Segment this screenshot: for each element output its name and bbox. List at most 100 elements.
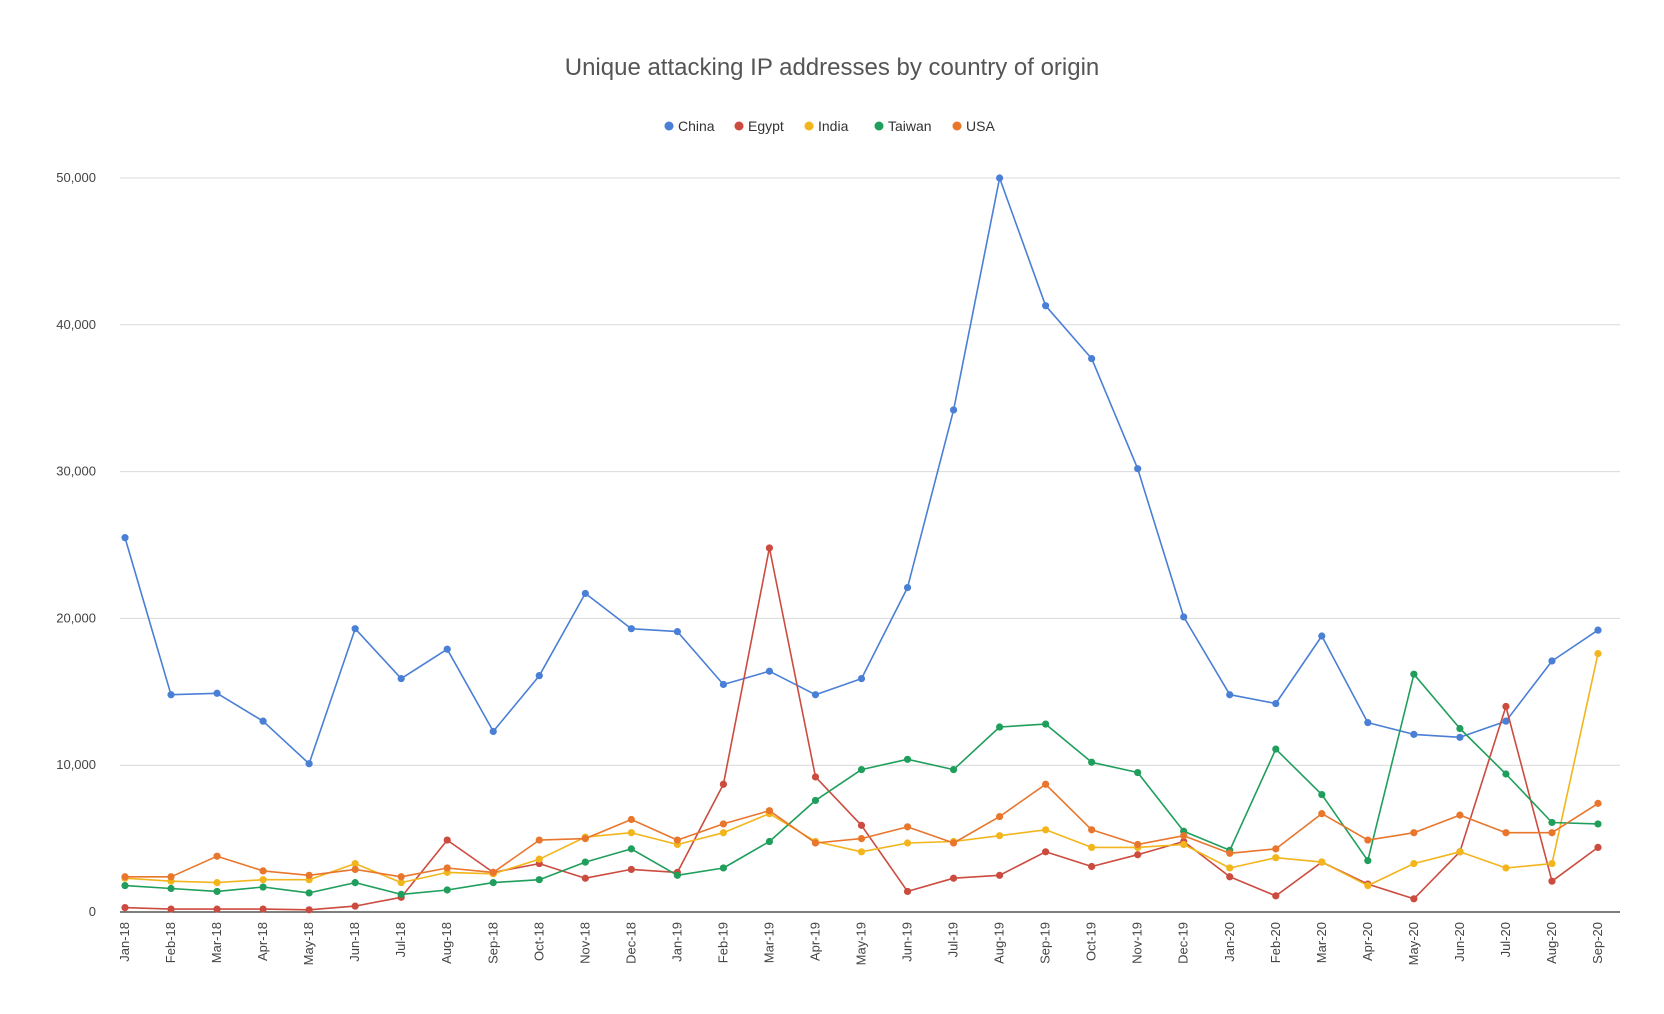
data-point-egypt bbox=[857, 821, 866, 829]
data-point-egypt bbox=[443, 836, 451, 844]
x-tick-label: Jun-18 bbox=[347, 922, 362, 962]
data-point-usa bbox=[1364, 836, 1372, 844]
data-point-taiwan bbox=[351, 879, 359, 887]
x-tick-label: May-19 bbox=[854, 922, 869, 965]
data-point-china bbox=[1088, 354, 1096, 363]
data-point-taiwan bbox=[581, 858, 589, 866]
data-point-egypt bbox=[167, 905, 175, 913]
data-point-usa bbox=[1134, 840, 1142, 849]
x-tick-label: Apr-18 bbox=[255, 922, 270, 961]
data-point-egypt bbox=[1134, 851, 1142, 859]
x-tick-label: Feb-18 bbox=[163, 922, 178, 963]
x-tick-label: Jul-18 bbox=[393, 922, 408, 957]
data-point-china bbox=[1318, 632, 1326, 640]
data-point-china bbox=[1456, 733, 1464, 741]
data-point-india bbox=[1594, 650, 1602, 658]
y-tick-label: 20,000 bbox=[56, 610, 96, 625]
data-point-usa bbox=[259, 867, 267, 875]
x-tick-label: Jan-19 bbox=[669, 922, 684, 962]
data-point-china bbox=[627, 625, 635, 633]
data-point-india bbox=[627, 829, 635, 837]
data-point-taiwan bbox=[1456, 724, 1464, 733]
chart-title: Unique attacking IP addresses by country… bbox=[565, 54, 1100, 81]
x-tick-label: Dec-18 bbox=[623, 922, 638, 964]
data-point-egypt bbox=[765, 544, 774, 552]
data-point-usa bbox=[121, 873, 129, 881]
data-point-usa bbox=[627, 815, 635, 824]
data-point-usa bbox=[535, 836, 543, 844]
y-tick-label: 30,000 bbox=[56, 464, 96, 479]
data-point-usa bbox=[903, 823, 912, 831]
data-point-usa bbox=[397, 873, 405, 881]
data-point-china bbox=[167, 691, 175, 699]
legend-label-usa: USA bbox=[966, 118, 995, 134]
gridlines bbox=[120, 177, 1620, 766]
x-tick-label: Jan-20 bbox=[1222, 922, 1237, 962]
x-tick-label: Oct-18 bbox=[531, 922, 546, 961]
data-point-usa bbox=[1318, 810, 1326, 818]
data-point-india bbox=[535, 855, 543, 863]
data-point-egypt bbox=[1042, 848, 1050, 856]
data-point-usa bbox=[351, 865, 359, 874]
data-point-egypt bbox=[811, 773, 820, 781]
x-tick-label: Aug-18 bbox=[439, 922, 454, 964]
data-point-china bbox=[351, 625, 359, 633]
data-point-taiwan bbox=[765, 837, 774, 846]
x-tick-label: Dec-19 bbox=[1176, 922, 1191, 964]
data-point-taiwan bbox=[857, 766, 866, 774]
legend-marker-taiwan bbox=[874, 121, 884, 131]
data-point-taiwan bbox=[1548, 818, 1556, 827]
data-point-china bbox=[1134, 465, 1142, 473]
data-point-india bbox=[1272, 854, 1280, 862]
x-tick-label: Aug-20 bbox=[1544, 922, 1559, 964]
x-tick-label: Jul-20 bbox=[1498, 922, 1513, 957]
data-point-usa bbox=[1226, 849, 1234, 857]
data-point-china bbox=[1180, 613, 1188, 621]
data-point-china bbox=[443, 645, 451, 653]
legend-marker-egypt bbox=[734, 121, 744, 131]
data-point-india bbox=[719, 829, 728, 837]
series-line-egypt bbox=[124, 547, 1599, 911]
data-point-china bbox=[1272, 699, 1280, 708]
data-point-usa bbox=[1272, 845, 1280, 853]
x-tick-label: Jun-19 bbox=[900, 922, 915, 962]
data-point-china bbox=[305, 760, 313, 768]
data-point-india bbox=[1502, 864, 1510, 872]
data-point-taiwan bbox=[259, 883, 267, 891]
series-group bbox=[121, 174, 1602, 914]
data-point-taiwan bbox=[167, 884, 175, 893]
legend-marker-china bbox=[664, 121, 674, 131]
data-point-taiwan bbox=[1272, 745, 1280, 753]
data-point-egypt bbox=[259, 905, 267, 913]
x-tick-label: Jan-18 bbox=[117, 922, 132, 962]
data-point-india bbox=[351, 859, 359, 868]
data-point-china bbox=[1502, 717, 1510, 725]
data-point-usa bbox=[1410, 829, 1418, 837]
data-point-china bbox=[213, 689, 221, 697]
data-point-egypt bbox=[1548, 877, 1556, 885]
x-tick-label: Apr-20 bbox=[1360, 922, 1375, 961]
data-point-egypt bbox=[213, 905, 221, 913]
data-point-taiwan bbox=[949, 766, 958, 774]
data-point-usa bbox=[167, 873, 175, 881]
data-point-usa bbox=[305, 871, 313, 879]
data-point-egypt bbox=[581, 874, 589, 882]
data-point-china bbox=[1410, 730, 1418, 738]
x-tick-label: May-20 bbox=[1406, 922, 1421, 965]
data-point-india bbox=[1364, 881, 1372, 890]
legend-marker-india bbox=[804, 121, 814, 131]
legend-label-china: China bbox=[678, 118, 715, 134]
data-point-usa bbox=[811, 839, 820, 847]
data-point-india bbox=[213, 879, 221, 887]
data-point-usa bbox=[443, 864, 451, 872]
data-point-india bbox=[259, 876, 267, 884]
x-tick-label: Jun-20 bbox=[1452, 922, 1467, 962]
data-point-egypt bbox=[1272, 892, 1280, 900]
data-point-usa bbox=[1180, 832, 1188, 840]
data-point-india bbox=[1548, 859, 1556, 868]
data-point-china bbox=[765, 667, 774, 675]
x-tick-label: Apr-19 bbox=[807, 922, 822, 961]
data-point-taiwan bbox=[1088, 758, 1096, 766]
series-line-usa bbox=[125, 783, 1599, 878]
x-tick-label: Feb-19 bbox=[715, 922, 730, 963]
